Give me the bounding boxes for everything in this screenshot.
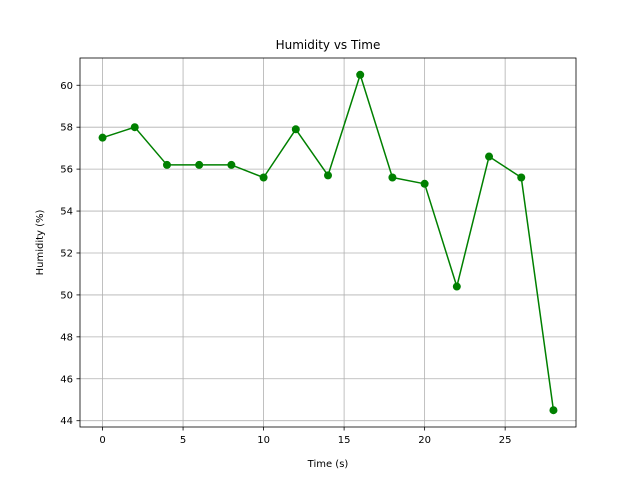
data-point xyxy=(291,125,300,134)
x-tick-label: 20 xyxy=(418,435,431,446)
y-tick-label: 52 xyxy=(60,248,73,259)
chart-title: Humidity vs Time xyxy=(276,38,381,52)
data-point xyxy=(259,173,268,182)
y-tick-label: 58 xyxy=(60,123,73,134)
y-tick-label: 54 xyxy=(60,207,73,218)
data-point xyxy=(549,406,558,415)
data-point xyxy=(98,133,107,142)
data-point xyxy=(162,160,171,169)
x-tick-label: 10 xyxy=(257,435,270,446)
ticks: 0 5 10 15 20 25 44 46 48 50 52 54 56 58 60 xyxy=(60,81,511,446)
y-tick-label: 60 xyxy=(60,81,73,92)
x-tick-label: 15 xyxy=(338,435,351,446)
y-tick-label: 56 xyxy=(60,165,73,176)
y-tick-label: 50 xyxy=(60,290,73,301)
x-tick-label: 0 xyxy=(99,435,105,446)
y-tick-label: 48 xyxy=(60,332,73,343)
y-tick-label: 44 xyxy=(60,416,73,427)
data-point xyxy=(485,152,494,161)
grid xyxy=(80,58,576,427)
data-point xyxy=(324,171,332,180)
data-point xyxy=(356,70,365,79)
data-point xyxy=(517,173,526,182)
y-tick-label: 46 xyxy=(60,374,73,385)
data-point xyxy=(388,173,397,182)
y-axis-label: Humidity (%) xyxy=(35,209,46,275)
plot-frame xyxy=(79,57,577,428)
data-point xyxy=(420,179,429,188)
data-point xyxy=(195,160,204,169)
data-point xyxy=(130,123,139,132)
x-tick-label: 25 xyxy=(499,435,512,446)
data-point xyxy=(452,282,461,291)
data-point xyxy=(227,160,236,169)
x-axis-label: Time (s) xyxy=(307,459,349,470)
x-tick-label: 5 xyxy=(180,435,186,446)
series-layer xyxy=(98,70,558,415)
